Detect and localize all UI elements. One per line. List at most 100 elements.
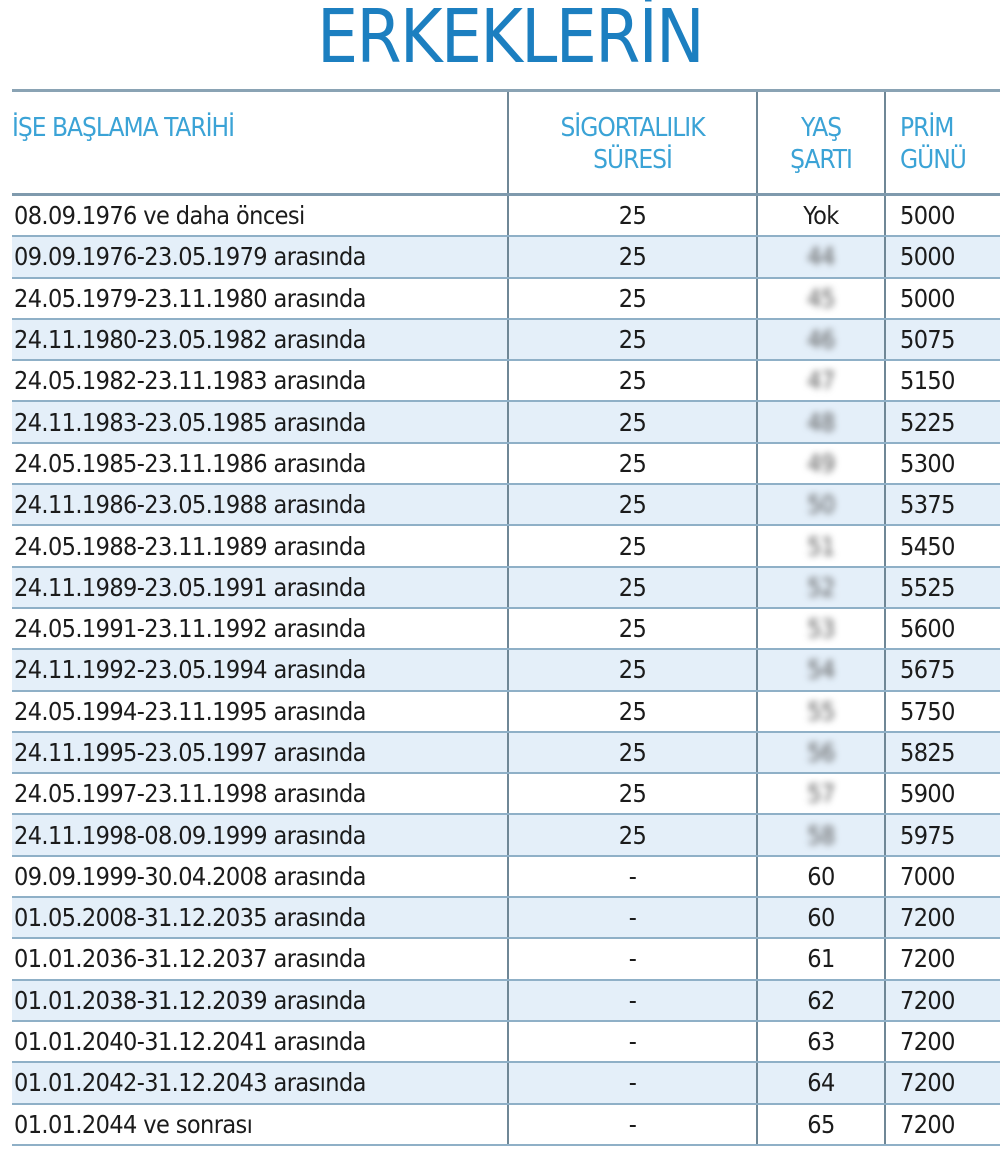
premium-days-cell: 5675 — [884, 649, 1000, 692]
age-requirement-cell: 47 — [756, 360, 885, 403]
start-date-cell-text: 01.01.2040-31.12.2041 arasında — [14, 1027, 366, 1057]
insurance-period-cell: 25 — [507, 773, 757, 816]
insurance-period-cell: - — [507, 979, 757, 1022]
start-date-cell-text: 01.05.2008-31.12.2035 arasında — [14, 903, 366, 933]
premium-days-cell-text: 5825 — [900, 738, 955, 767]
start-date-cell-text: 01.01.2036-31.12.2037 arasında — [14, 944, 366, 974]
insurance-period-cell: 25 — [507, 649, 757, 692]
insurance-period-cell: - — [507, 1020, 757, 1064]
start-date-cell: 01.01.2038-31.12.2039 arasında — [12, 979, 508, 1022]
start-date-cell: 24.11.1992-23.05.1994 arasında — [12, 649, 508, 692]
table-row: 24.11.1995-23.05.1997 arasında 25 56 5825 — [12, 731, 1000, 775]
age-requirement-cell-text: 56 — [807, 738, 835, 767]
insurance-period-cell: 25 — [507, 484, 757, 527]
age-requirement-cell-text: 61 — [807, 944, 835, 974]
age-requirement-cell: 60 — [756, 855, 885, 899]
premium-days-cell-text: 5150 — [900, 366, 955, 396]
age-requirement-cell: 56 — [756, 731, 885, 775]
age-requirement-cell: 51 — [756, 525, 885, 568]
age-requirement-cell-text: 47 — [807, 366, 835, 396]
start-date-cell-text: 24.05.1991-23.11.1992 arasında — [14, 614, 366, 644]
insurance-period-cell-text: 25 — [618, 614, 647, 644]
start-date-cell-text: 24.11.1986-23.05.1988 arasında — [14, 490, 366, 520]
premium-days-cell-text: 5750 — [900, 696, 955, 726]
start-date-cell: 24.05.1985-23.11.1986 arasında — [12, 442, 508, 486]
age-requirement-cell: 53 — [756, 607, 885, 651]
insurance-period-cell-text: 25 — [618, 531, 647, 561]
premium-days-cell: 5600 — [884, 607, 1000, 651]
age-requirement-cell-text: 50 — [807, 490, 835, 520]
start-date-cell: 24.05.1991-23.11.1992 arasında — [12, 607, 508, 651]
table-row: 24.11.1998-08.09.1999 arasında 25 58 5975 — [12, 814, 1000, 857]
table-row: 01.05.2008-31.12.2035 arasında - 60 7200 — [12, 897, 1000, 940]
age-requirement-cell-text: Yok — [803, 201, 839, 231]
insurance-period-cell-text: 25 — [618, 779, 647, 809]
insurance-period-cell-text: 25 — [618, 696, 647, 726]
age-requirement-cell: 55 — [756, 690, 885, 733]
age-requirement-cell: 61 — [756, 938, 885, 981]
header-age-line1: YAŞ — [800, 113, 842, 143]
start-date-cell: 01.05.2008-31.12.2035 arasında — [12, 897, 508, 940]
insurance-period-cell-text: 25 — [618, 572, 647, 602]
insurance-period-cell: 25 — [507, 814, 757, 857]
table-row: 09.09.1976-23.05.1979 arasında 25 44 5000 — [12, 236, 1000, 279]
start-date-cell-text: 08.09.1976 ve daha öncesi — [14, 201, 305, 231]
age-requirement-cell-text: 55 — [807, 696, 835, 726]
table-row: 24.11.1992-23.05.1994 arasında 25 54 5675 — [12, 649, 1000, 692]
premium-days-cell-text: 7200 — [900, 1109, 955, 1139]
insurance-period-cell-text: 25 — [618, 448, 647, 478]
insurance-period-cell: - — [507, 897, 757, 940]
insurance-period-cell: 25 — [507, 607, 757, 651]
header-start-date: İŞE BAŞLAMA TARİHİ — [12, 92, 508, 196]
start-date-cell-text: 09.09.1976-23.05.1979 arasında — [14, 242, 366, 272]
table-row: 24.11.1986-23.05.1988 arasında 25 50 5375 — [12, 484, 1000, 527]
premium-days-cell-text: 7200 — [900, 903, 955, 933]
premium-days-cell: 5150 — [884, 360, 1000, 403]
start-date-cell: 24.11.1998-08.09.1999 arasında — [12, 814, 508, 857]
insurance-period-cell: - — [507, 938, 757, 981]
start-date-cell-text: 24.05.1979-23.11.1980 arasında — [14, 283, 366, 313]
premium-days-cell: 5825 — [884, 731, 1000, 775]
start-date-cell: 08.09.1976 ve daha öncesi — [12, 194, 508, 238]
table-row: 08.09.1976 ve daha öncesi 25 Yok 5000 — [12, 194, 1000, 238]
premium-days-cell-text: 5300 — [900, 448, 955, 478]
age-requirement-cell-text: 44 — [807, 242, 835, 272]
table-row: 01.01.2040-31.12.2041 arasında - 63 7200 — [12, 1020, 1000, 1064]
header-age-line2: ŞARTI — [790, 145, 853, 175]
start-date-cell: 01.01.2042-31.12.2043 arasında — [12, 1062, 508, 1105]
age-requirement-cell: 62 — [756, 979, 885, 1022]
premium-days-cell-text: 7200 — [900, 1068, 955, 1098]
premium-days-cell-text: 7200 — [900, 944, 955, 974]
age-requirement-cell-text: 49 — [807, 448, 835, 478]
start-date-cell: 01.01.2044 ve sonrası — [12, 1103, 508, 1146]
table-row: 24.05.1982-23.11.1983 arasında 25 47 5150 — [12, 360, 1000, 403]
premium-days-cell-text: 7200 — [900, 1027, 955, 1057]
premium-days-cell: 5225 — [884, 401, 1000, 444]
start-date-cell-text: 24.11.1983-23.05.1985 arasında — [14, 407, 366, 437]
start-date-cell-text: 24.05.1988-23.11.1989 arasında — [14, 531, 366, 561]
insurance-period-cell: 25 — [507, 360, 757, 403]
table-row: 01.01.2044 ve sonrası - 65 7200 — [12, 1103, 1000, 1146]
premium-days-cell: 7200 — [884, 938, 1000, 981]
premium-days-cell-text: 5225 — [900, 407, 955, 437]
start-date-cell: 24.11.1986-23.05.1988 arasında — [12, 484, 508, 527]
insurance-period-cell-text: 25 — [618, 283, 647, 313]
age-requirement-cell-text: 57 — [807, 779, 835, 809]
table-row: 24.11.1980-23.05.1982 arasında 25 46 5075 — [12, 318, 1000, 362]
premium-days-cell-text: 5075 — [900, 325, 955, 355]
start-date-cell: 24.05.1979-23.11.1980 arasında — [12, 277, 508, 320]
premium-days-cell-text: 5525 — [900, 572, 955, 602]
premium-days-cell-text: 5975 — [900, 820, 955, 850]
insurance-period-cell-text: 25 — [618, 201, 647, 231]
insurance-period-cell-text: 25 — [618, 242, 647, 272]
insurance-period-cell-text: - — [628, 903, 637, 933]
premium-days-cell: 5450 — [884, 525, 1000, 568]
start-date-cell-text: 24.11.1989-23.05.1991 arasında — [14, 572, 366, 602]
insurance-period-cell: 25 — [507, 401, 757, 444]
premium-days-cell-text: 7200 — [900, 985, 955, 1015]
premium-days-cell-text: 7000 — [900, 861, 955, 891]
table-row: 24.05.1985-23.11.1986 arasında 25 49 5300 — [12, 442, 1000, 486]
table-row: 24.05.1991-23.11.1992 arasında 25 53 5600 — [12, 607, 1000, 651]
premium-days-cell-text: 5600 — [900, 614, 955, 644]
start-date-cell-text: 01.01.2044 ve sonrası — [14, 1109, 253, 1139]
